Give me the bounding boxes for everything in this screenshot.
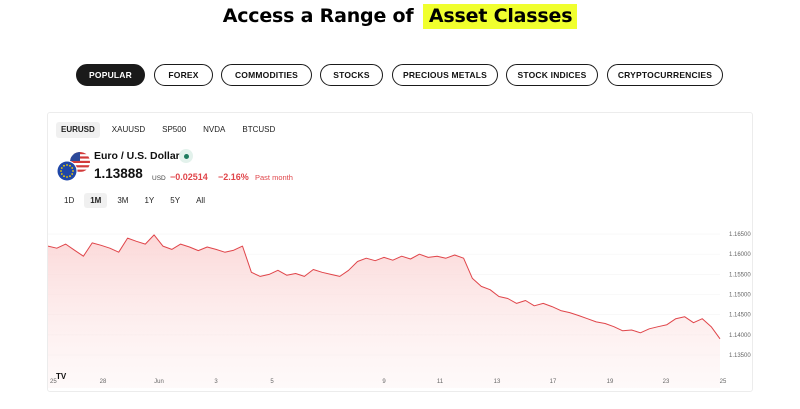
- range-1d[interactable]: 1D: [64, 196, 75, 205]
- x-tick-label: Jun: [154, 379, 164, 385]
- x-tick-label: 23: [663, 379, 670, 385]
- range-1y[interactable]: 1Y: [144, 196, 155, 205]
- symbol-tab-eurusd[interactable]: EURUSD: [56, 122, 100, 138]
- change-period: Past month: [255, 173, 293, 182]
- svg-text:TV: TV: [56, 372, 67, 381]
- instrument-name: Euro / U.S. Dollar: [94, 150, 180, 162]
- y-tick-label: 1.15500: [729, 272, 751, 278]
- symbol-tab-xauusd[interactable]: XAUUSD: [111, 125, 146, 134]
- tab-forex[interactable]: FOREX: [154, 64, 213, 86]
- price-chart[interactable]: 1.16500 1.16000 1.15500 1.15000 1.14500 1.140…: [48, 218, 754, 393]
- x-tick-label: 11: [437, 379, 444, 385]
- x-tick-label: 25: [720, 379, 727, 385]
- tab-stocks[interactable]: STOCKS: [320, 64, 383, 86]
- range-all[interactable]: All: [196, 196, 205, 205]
- price-change-percent: −2.16%: [218, 172, 249, 182]
- x-tick-label: 28: [100, 379, 107, 385]
- range-5y[interactable]: 5Y: [170, 196, 181, 205]
- eur-usd-flag-icon: [56, 152, 90, 182]
- tradingview-logo-icon: TV: [56, 372, 67, 381]
- x-tick-label: 13: [494, 379, 501, 385]
- x-tick-label: 9: [382, 379, 386, 385]
- symbol-tab-btcusd[interactable]: BTCUSD: [242, 125, 276, 134]
- tab-commodities[interactable]: COMMODITIES: [221, 64, 312, 86]
- y-tick-label: 1.15000: [729, 293, 751, 299]
- symbol-tabs: EURUSD XAUUSD SP500 NVDA BTCUSD: [56, 122, 287, 138]
- range-3m[interactable]: 3M: [117, 196, 129, 205]
- tab-popular[interactable]: POPULAR: [76, 64, 145, 86]
- y-tick-label: 1.16000: [729, 252, 751, 258]
- price-line: [48, 234, 721, 340]
- time-range-selector: 1D 1M 3M 1Y 5Y All: [58, 193, 215, 208]
- y-tick-label: 1.13500: [729, 353, 751, 359]
- heading-prefix: Access a Range of: [222, 5, 414, 27]
- tab-precious-metals[interactable]: PRECIOUS METALS: [392, 64, 498, 86]
- heading-highlight: Asset Classes: [422, 4, 578, 29]
- price-currency: USD: [152, 175, 166, 182]
- asset-class-tabs: POPULAR FOREX COMMODITIES STOCKS PRECIOU…: [0, 64, 800, 86]
- section-heading: Access a Range of Asset Classes: [0, 4, 800, 29]
- price-change: −0.02514: [170, 172, 208, 182]
- market-status-icon: [179, 149, 193, 163]
- range-1m[interactable]: 1M: [84, 193, 108, 208]
- y-tick-label: 1.14500: [729, 313, 751, 319]
- x-tick-label: 25: [50, 379, 57, 385]
- symbol-tab-nvda[interactable]: NVDA: [203, 125, 226, 134]
- y-tick-label: 1.16500: [729, 232, 751, 238]
- price-area: [48, 234, 720, 388]
- symbol-tab-sp500[interactable]: SP500: [162, 125, 187, 134]
- x-tick-label: 5: [270, 379, 274, 385]
- current-price: 1.13888: [94, 166, 143, 181]
- y-tick-label: 1.14000: [729, 333, 751, 339]
- tab-cryptocurrencies[interactable]: CRYPTOCURRENCIES: [607, 64, 723, 86]
- tab-stock-indices[interactable]: STOCK INDICES: [506, 64, 598, 86]
- x-tick-label: 3: [214, 379, 218, 385]
- market-widget: EURUSD XAUUSD SP500 NVDA BTCUSD Euro / U…: [47, 112, 753, 392]
- x-tick-label: 19: [607, 379, 614, 385]
- x-tick-label: 17: [550, 379, 557, 385]
